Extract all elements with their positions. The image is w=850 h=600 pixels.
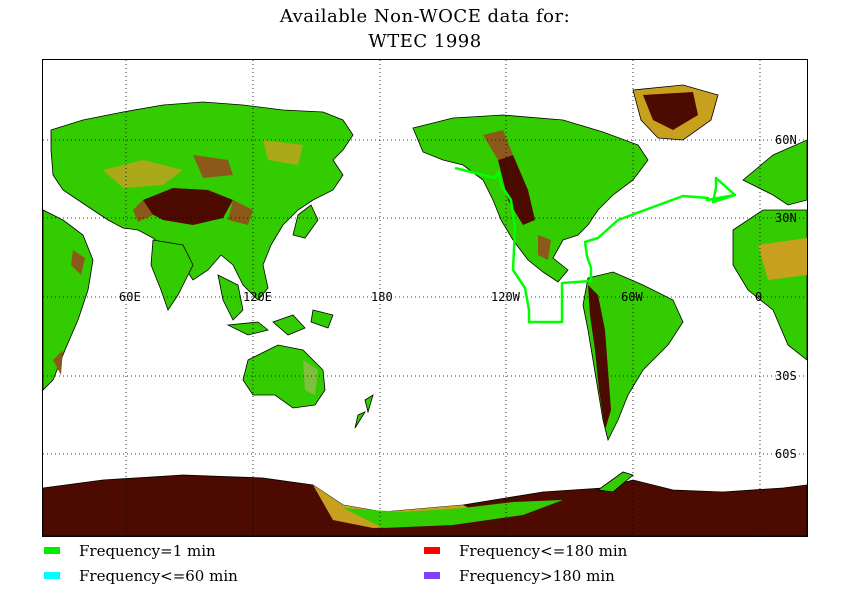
- legend-swatch-purple: [424, 572, 440, 579]
- terrain-east-africa: [53, 250, 85, 375]
- longitude-label-60w: 60W: [621, 290, 643, 304]
- graticule: [43, 60, 807, 536]
- chart-title-line2: WTEC 1998: [368, 31, 482, 52]
- latitude-label-60s: 60S: [775, 447, 797, 461]
- latitude-label-30s: 30S: [775, 369, 797, 383]
- legend-label: Frequency<=60 min: [79, 567, 238, 585]
- terrain-australia-east: [303, 360, 318, 395]
- latitude-label-30n: 30N: [775, 211, 797, 225]
- longitude-label-0: 0: [755, 290, 762, 304]
- landmass-north-america: [412, 114, 649, 283]
- terrain-andes: [588, 285, 611, 430]
- latitude-labels: 60N 30N 30S 60S: [775, 133, 797, 461]
- landmass-australia: [242, 344, 326, 409]
- terrain-asia-highland: [133, 155, 253, 225]
- terrain-asia-midland: [103, 140, 303, 188]
- longitude-label-120e: 120E: [243, 290, 272, 304]
- terrain-tibet-plateau: [143, 188, 233, 225]
- terrain-sahara: [758, 238, 807, 280]
- landmass-new-zealand: [354, 394, 374, 429]
- terrain-rockies: [498, 155, 535, 225]
- legend-label: Frequency=1 min: [79, 542, 216, 560]
- legend-label: Frequency<=180 min: [459, 542, 628, 560]
- terrain-north-america-mountains: [483, 130, 551, 260]
- legend-swatch-cyan: [44, 572, 60, 579]
- latitude-label-60n: 60N: [775, 133, 797, 147]
- legend-label: Frequency>180 min: [459, 567, 615, 585]
- longitude-labels: 60E 120E 180 120W 60W 0: [119, 290, 762, 304]
- legend-swatch-red: [424, 547, 440, 554]
- terrain-greenland-ice: [643, 92, 698, 130]
- landmass-antarctica: [43, 474, 807, 536]
- longitude-label-120w: 120W: [491, 290, 521, 304]
- world-map: 60E 120E 180 120W 60W 0 60N 30N 30S 60S: [42, 59, 808, 537]
- map-canvas: 60E 120E 180 120W 60W 0 60N 30N 30S 60S: [43, 60, 807, 536]
- legend-swatch-green: [44, 547, 60, 554]
- landmass-india: [150, 239, 194, 311]
- cruise-track: [454, 166, 737, 324]
- landmass-southeast-asia: [217, 274, 334, 336]
- longitude-label-60e: 60E: [119, 290, 141, 304]
- terrain-antarctic-peninsula: [343, 500, 563, 528]
- chart-title-line1: Available Non-WOCE data for:: [279, 6, 571, 27]
- landmass-europe: [742, 139, 807, 206]
- terrain-antarctic-peninsula-tip: [596, 471, 634, 493]
- landmass-japan: [292, 204, 319, 239]
- longitude-label-180: 180: [371, 290, 393, 304]
